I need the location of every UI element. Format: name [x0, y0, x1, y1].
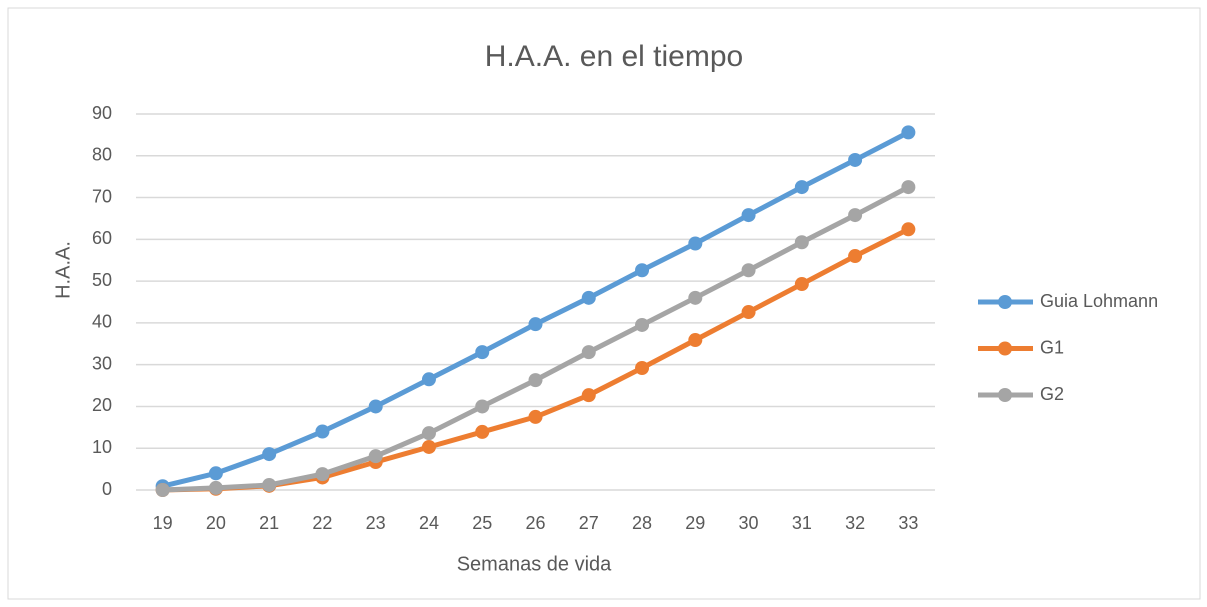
data-point [262, 447, 277, 462]
data-point [155, 483, 170, 497]
x-axis-label: Semanas de vida [457, 553, 612, 575]
data-point [475, 399, 490, 414]
x-tick-label: 29 [685, 513, 705, 533]
x-tick-label: 24 [419, 513, 439, 533]
data-point [421, 426, 436, 441]
data-point [262, 477, 277, 492]
data-point [901, 222, 916, 237]
legend-marker [998, 295, 1012, 309]
data-point [794, 235, 809, 250]
x-tick-label: 32 [845, 513, 865, 533]
y-tick-label: 10 [92, 437, 112, 457]
legend-label: G1 [1040, 337, 1064, 357]
data-point [848, 249, 863, 264]
data-point [315, 467, 330, 482]
data-point [315, 424, 330, 439]
data-point [208, 466, 223, 481]
data-point [475, 345, 490, 360]
data-point [635, 361, 650, 376]
data-point [741, 263, 756, 278]
x-tick-label: 26 [525, 513, 545, 533]
legend-marker [998, 341, 1012, 356]
data-point [581, 290, 596, 305]
legend-label: Guia Lohmann [1040, 291, 1158, 311]
data-point [794, 277, 809, 292]
chart-title: H.A.A. en el tiempo [485, 40, 743, 73]
data-point [848, 152, 863, 167]
data-point [635, 317, 650, 332]
x-tick-label: 30 [739, 513, 759, 533]
x-tick-label: 21 [259, 513, 279, 533]
legend-marker [998, 388, 1012, 402]
legend-label: G2 [1040, 384, 1064, 404]
data-point [741, 208, 756, 223]
data-point [901, 125, 916, 140]
y-tick-label: 70 [92, 186, 112, 206]
data-point [475, 424, 490, 439]
y-tick-label: 90 [92, 103, 112, 123]
y-tick-label: 60 [92, 228, 112, 248]
data-point [688, 333, 703, 348]
y-axis-label: H.A.A. [52, 241, 74, 299]
data-point [635, 263, 650, 278]
x-tick-label: 23 [366, 513, 386, 533]
y-tick-label: 50 [92, 270, 112, 290]
data-point [208, 480, 223, 495]
data-point [794, 180, 809, 195]
data-point [368, 399, 383, 414]
data-point [528, 317, 543, 332]
x-tick-label: 19 [153, 513, 173, 533]
y-tick-label: 0 [102, 479, 112, 499]
data-point [421, 372, 436, 387]
y-tick-label: 30 [92, 353, 112, 373]
data-point [688, 290, 703, 305]
data-point [581, 345, 596, 360]
data-point [741, 305, 756, 320]
x-tick-label: 20 [206, 513, 226, 533]
y-tick-label: 80 [92, 145, 112, 165]
x-tick-label: 27 [579, 513, 599, 533]
data-point [688, 236, 703, 251]
data-point [528, 373, 543, 388]
x-tick-label: 25 [472, 513, 492, 533]
x-tick-label: 22 [312, 513, 332, 533]
data-point [848, 208, 863, 223]
x-tick-label: 28 [632, 513, 652, 533]
y-tick-label: 40 [92, 312, 112, 332]
x-tick-label: 33 [898, 513, 918, 533]
data-point [421, 439, 436, 454]
data-point [581, 388, 596, 403]
y-tick-label: 20 [92, 395, 112, 415]
data-point [368, 449, 383, 464]
data-point [528, 409, 543, 424]
x-tick-label: 31 [792, 513, 812, 533]
data-point [901, 180, 916, 195]
